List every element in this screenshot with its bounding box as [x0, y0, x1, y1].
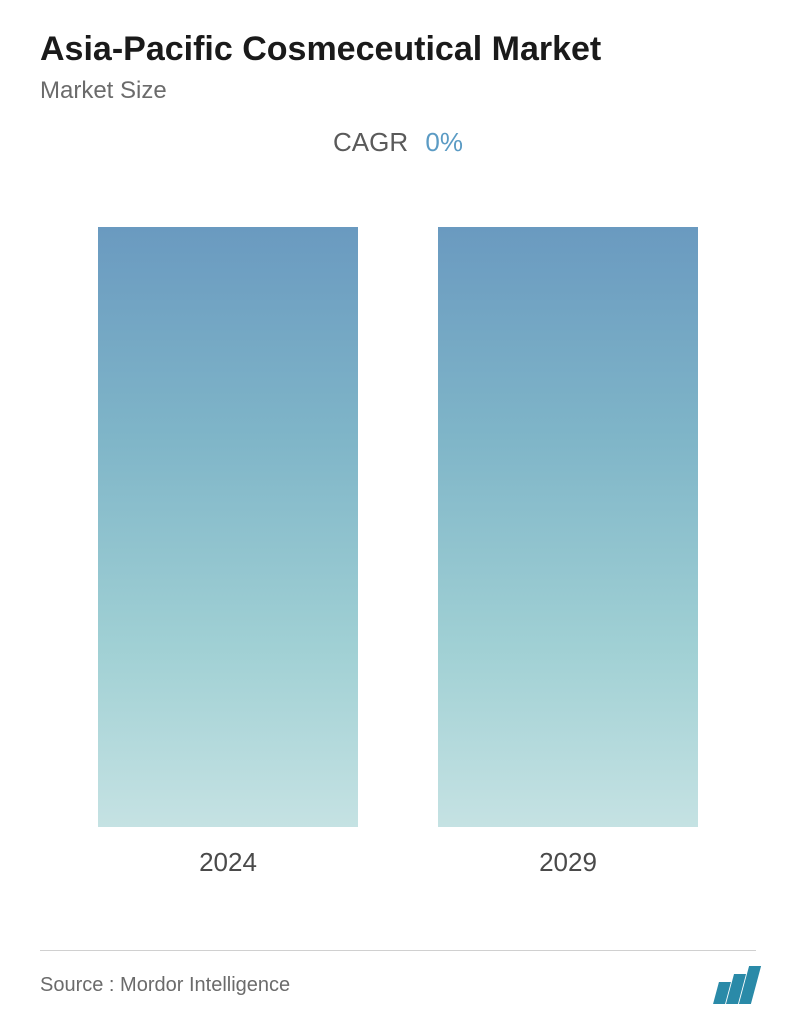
- bar-chart: 2024 2029: [40, 228, 756, 878]
- source-attribution: Source : Mordor Intelligence: [40, 974, 290, 997]
- source-label: Source :: [40, 974, 114, 996]
- bar-2029: [438, 227, 698, 827]
- bar-label: 2029: [539, 847, 597, 878]
- bar-group: 2029: [438, 227, 698, 878]
- source-name: Mordor Intelligence: [120, 974, 290, 996]
- chart-container: Asia-Pacific Cosmeceutical Market Market…: [0, 0, 796, 1034]
- chart-footer: Source : Mordor Intelligence: [40, 950, 756, 1004]
- mordor-logo-icon: [716, 966, 756, 1004]
- bar-label: 2024: [199, 847, 257, 878]
- page-subtitle: Market Size: [40, 77, 756, 105]
- bar-group: 2024: [98, 227, 358, 878]
- cagr-label: CAGR: [333, 127, 408, 157]
- cagr-row: CAGR 0%: [40, 127, 756, 158]
- page-title: Asia-Pacific Cosmeceutical Market: [40, 30, 756, 69]
- bar-2024: [98, 227, 358, 827]
- cagr-value: 0%: [425, 127, 463, 157]
